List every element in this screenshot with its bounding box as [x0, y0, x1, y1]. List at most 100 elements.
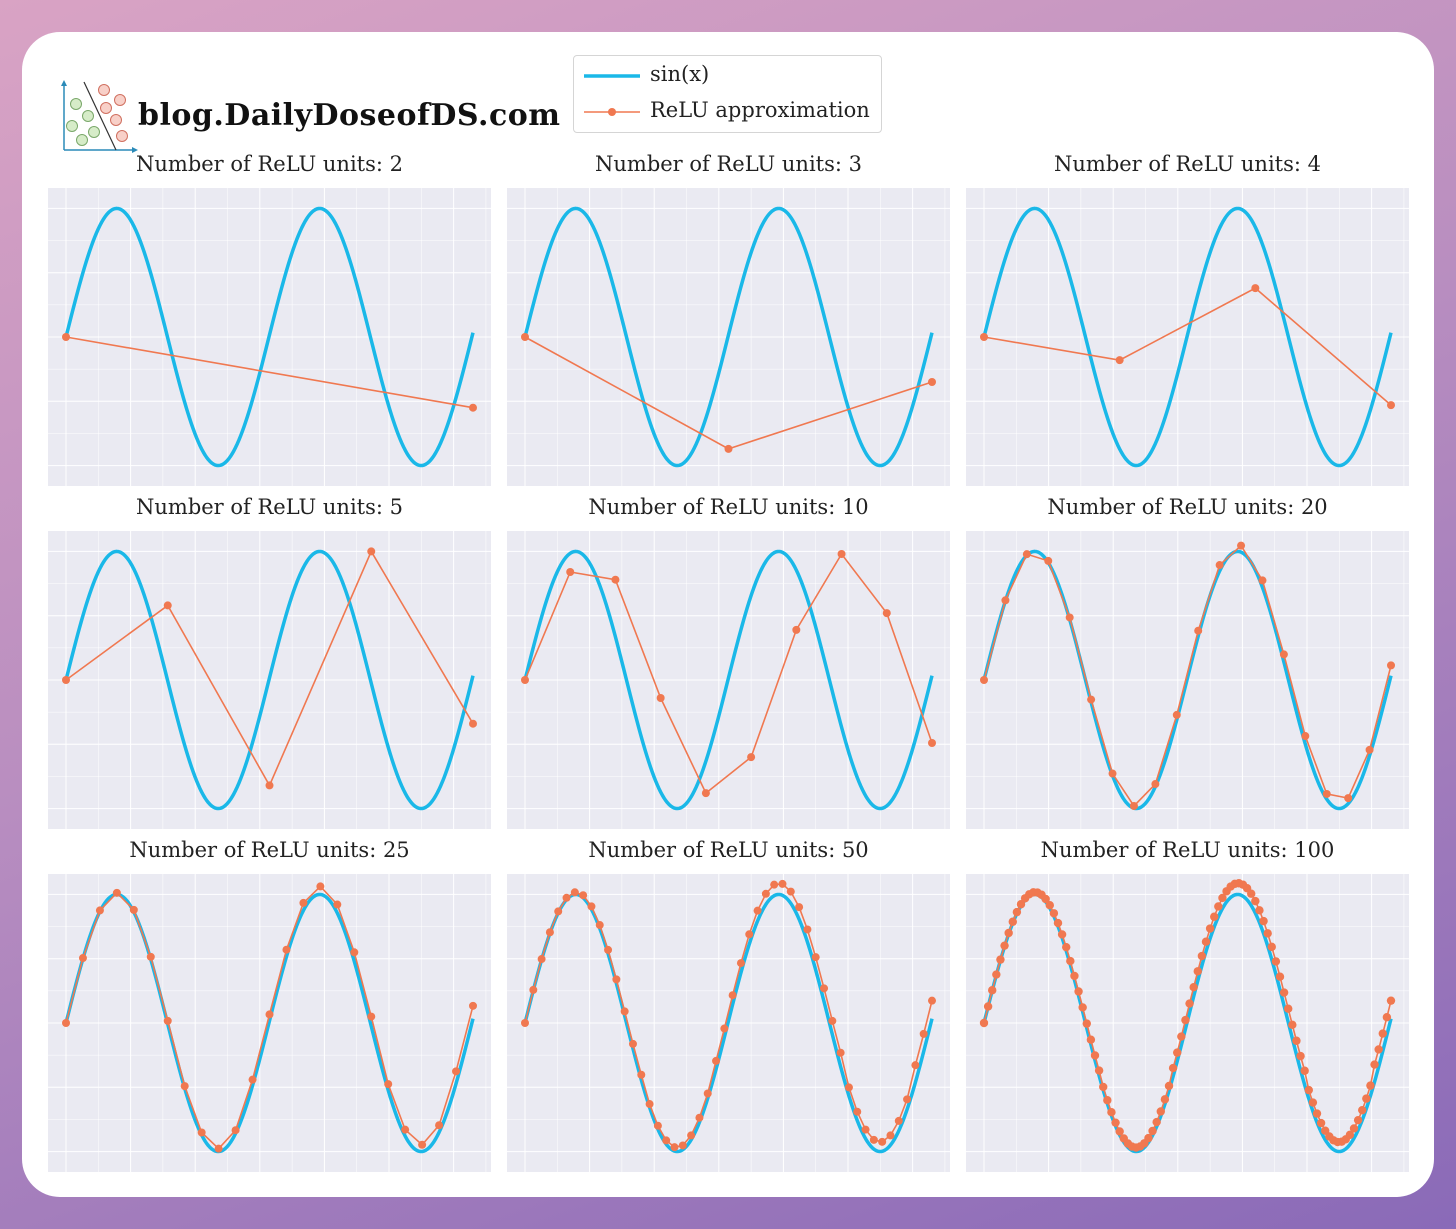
relu-knot-point [980, 333, 988, 341]
relu-knot-point [1022, 550, 1031, 559]
relu-knot-point [1251, 896, 1260, 906]
relu-knot-point [180, 1082, 189, 1091]
relu-knot-point [562, 893, 571, 902]
relu-knot-point [1066, 956, 1075, 966]
relu-knot-point [401, 1125, 410, 1134]
relu-knot-point [1288, 1020, 1297, 1030]
relu-knot-point [778, 879, 787, 888]
relu-knot-point [882, 609, 891, 618]
relu-knot-point [612, 975, 621, 984]
relu-knot-point [1308, 1098, 1318, 1107]
relu-knot-point [1057, 930, 1067, 939]
relu-knot-point [1279, 650, 1288, 659]
relu-knot-point [1062, 942, 1071, 952]
relu-knot-point [537, 955, 546, 964]
relu-knot-point [919, 1029, 928, 1038]
relu-knot-point [745, 930, 754, 939]
scatter-classifier-logo-icon [61, 80, 138, 153]
gridlines [507, 874, 950, 1172]
relu-knot-point [988, 986, 997, 995]
panel-title: Number of ReLU units: 4 [1054, 152, 1321, 176]
relu-knot-point [869, 1135, 878, 1144]
relu-knot-point [282, 945, 291, 954]
relu-knot-point [903, 1095, 912, 1104]
relu-knot-point [853, 1107, 862, 1116]
relu-chart-panel [966, 874, 1409, 1172]
relu-knot-point [1107, 1107, 1116, 1117]
relu-knot-point [861, 1125, 870, 1134]
relu-knot-point [878, 1137, 887, 1146]
relu-knot-point [521, 1019, 529, 1027]
relu-knot-point [712, 1056, 721, 1065]
relu-knot-point [1387, 661, 1395, 670]
relu-knot-point [656, 694, 665, 702]
relu-knot-point [703, 1089, 712, 1098]
relu-knot-point [645, 1100, 654, 1109]
relu-chart-panel [48, 531, 491, 829]
relu-knot-point [1358, 1105, 1367, 1115]
panel-title: Number of ReLU units: 5 [136, 495, 403, 519]
relu-knot-point [129, 905, 138, 914]
relu-chart-panel [966, 531, 1409, 829]
relu-knot-point [1001, 596, 1010, 605]
relu-knot-point [662, 1136, 671, 1145]
relu-knot-point [820, 984, 829, 993]
relu-knot-point [197, 1128, 206, 1137]
relu-chart-panel [507, 874, 950, 1172]
relu-knot-point [163, 601, 172, 610]
relu-knot-point [62, 333, 70, 341]
relu-knot-point [570, 888, 579, 897]
relu-knot-point [1129, 801, 1138, 810]
panel-title: Number of ReLU units: 3 [595, 152, 862, 176]
sine-curve [523, 892, 934, 1154]
relu-chart-panel [48, 188, 491, 486]
legend-swatch-relu [584, 108, 640, 116]
relu-knot-point [566, 568, 575, 576]
relu-knot-point [628, 1039, 637, 1048]
relu-knot-point [1267, 942, 1276, 952]
relu-knot-point [1086, 1035, 1096, 1044]
relu-knot-point [112, 888, 121, 897]
relu-knot-point [1041, 894, 1050, 904]
relu-knot-point [333, 900, 342, 909]
relu-knot-point [1215, 561, 1224, 570]
legend-entry-sine: sin(x) [574, 58, 881, 94]
relu-knot-point [1387, 401, 1395, 410]
relu-knot-point [1108, 769, 1117, 778]
relu-knot-point [637, 1070, 646, 1079]
relu-knot-point [1115, 356, 1124, 365]
relu-knot-point [1172, 710, 1181, 719]
relu-knot-point [350, 948, 359, 957]
legend: sin(x) ReLU approximation [573, 55, 882, 133]
relu-knot-point [1284, 1004, 1293, 1013]
relu-knot-point [1148, 1126, 1157, 1136]
panel-title: Number of ReLU units: 50 [588, 838, 869, 862]
relu-knot-point [521, 333, 529, 341]
relu-knot-point [701, 789, 710, 798]
relu-knot-point [1016, 900, 1026, 909]
relu-knot-point [1365, 745, 1374, 754]
relu-knot-point [803, 925, 812, 934]
panel-title: Number of ReLU units: 10 [588, 495, 869, 519]
relu-knot-point [1247, 889, 1256, 898]
relu-knot-point [1201, 937, 1211, 946]
relu-knot-point [620, 1007, 629, 1016]
relu-knot-point [469, 1001, 477, 1010]
relu-knot-point [736, 959, 745, 968]
relu-knot-point [1044, 556, 1053, 565]
relu-knot-point [1251, 284, 1260, 293]
relu-knot-point [595, 921, 604, 930]
relu-knot-point [299, 898, 308, 907]
relu-knot-point [1065, 613, 1074, 622]
relu-knot-point [1344, 794, 1353, 803]
panel-title: Number of ReLU units: 100 [1040, 838, 1335, 862]
relu-knot-point [452, 1067, 461, 1076]
sine-curve [523, 206, 934, 468]
relu-knot-point [747, 753, 756, 762]
relu-knot-point [579, 891, 588, 900]
relu-knot-point [992, 970, 1001, 979]
relu-knot-point [836, 1048, 845, 1057]
relu-knot-point [1275, 972, 1285, 981]
relu-knot-point [886, 1131, 895, 1140]
relu-knot-point [1008, 917, 1017, 926]
